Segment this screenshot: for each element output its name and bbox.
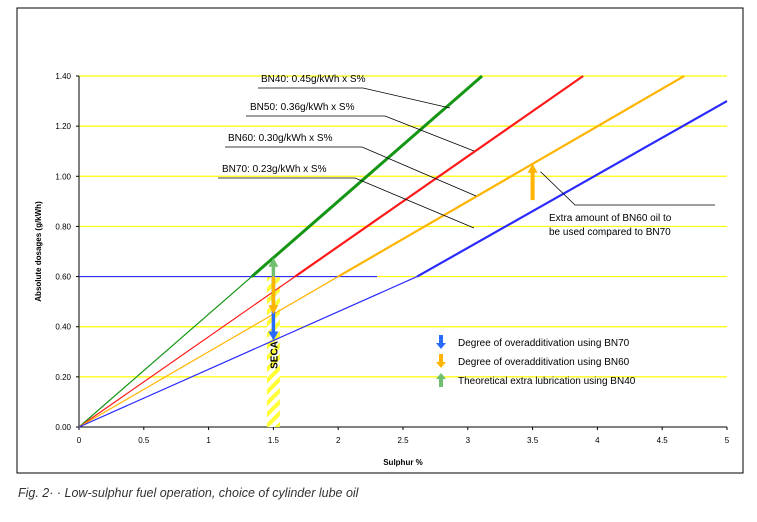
y-tick-label: 0.20 (55, 373, 71, 382)
legend-label: Degree of overadditivation using BN70 (458, 338, 630, 349)
figure-caption: Fig. 2· · Low-sulphur fuel operation, ch… (18, 486, 359, 500)
legend-arrow-head (436, 362, 446, 368)
series-label-bn40: BN40: 0.45g/kWh x S% (261, 74, 366, 85)
x-tick-label: 3 (466, 436, 471, 445)
y-tick-label: 0.80 (55, 222, 71, 231)
leader-line (218, 177, 475, 229)
series-label-bn50: BN50: 0.36g/kWh x S% (250, 102, 355, 113)
seca-band (266, 276, 280, 427)
x-tick-label: 5 (725, 436, 730, 445)
series-label-bn70: BN70: 0.23g/kWh x S% (222, 164, 327, 175)
x-axis-label: Sulphur % (383, 458, 423, 467)
series-line-bn40 (250, 74, 484, 278)
series-line-bn60-low (78, 276, 339, 428)
outer-frame (16, 7, 744, 474)
legend-label: Degree of overadditivation using BN60 (458, 357, 630, 368)
extra-annotation-text: Extra amount of BN60 oil to (549, 213, 672, 224)
seca-arrow-bn70-head (268, 331, 279, 341)
legend-arrow-shaft (439, 379, 443, 387)
leader-line (225, 146, 477, 197)
legend-arrow-shaft (439, 335, 443, 343)
x-tick-label: 1.5 (268, 436, 280, 445)
seca-label: SECA (269, 341, 280, 369)
x-tick-label: 4.5 (657, 436, 669, 445)
series-line-bn60 (337, 75, 685, 278)
x-tick-label: 2 (336, 436, 341, 445)
legend-label: Theoretical extra lubrication using BN40 (458, 376, 636, 387)
y-tick-label: 1.20 (55, 122, 71, 131)
extra-leader-line (540, 171, 715, 206)
leader-line (258, 87, 451, 109)
extra-annotation-text: be used compared to BN70 (549, 227, 671, 238)
series-line-bn50-low (78, 276, 296, 428)
x-tick-label: 2.5 (397, 436, 409, 445)
seca-arrow-bn60-head (268, 305, 279, 315)
x-tick-label: 3.5 (527, 436, 539, 445)
y-axis-label: Absolute dosages (g/kWh) (34, 201, 43, 302)
leader-line (246, 115, 475, 152)
y-tick-label: 1.00 (55, 172, 71, 181)
x-tick-label: 1 (206, 436, 211, 445)
series-line-bn70-low (78, 276, 418, 428)
y-tick-label: 0.60 (55, 273, 71, 282)
series-line-bn40-low (78, 276, 253, 428)
y-tick-label: 0.00 (55, 423, 71, 432)
extra-arrow-head (527, 163, 538, 173)
series-line-bn50 (294, 75, 584, 278)
x-tick-label: 0.5 (138, 436, 150, 445)
x-tick-label: 0 (77, 436, 82, 445)
series-label-bn60: BN60: 0.30g/kWh x S% (228, 133, 333, 144)
x-tick-label: 4 (595, 436, 600, 445)
y-tick-label: 0.40 (55, 323, 71, 332)
y-tick-label: 1.40 (55, 72, 71, 81)
seca-arrow-bn40-head (268, 257, 279, 267)
legend-arrow-head (436, 343, 446, 349)
series-line-bn70 (416, 100, 728, 278)
legend-arrow-shaft (439, 354, 443, 362)
legend-arrow-head (436, 373, 446, 379)
